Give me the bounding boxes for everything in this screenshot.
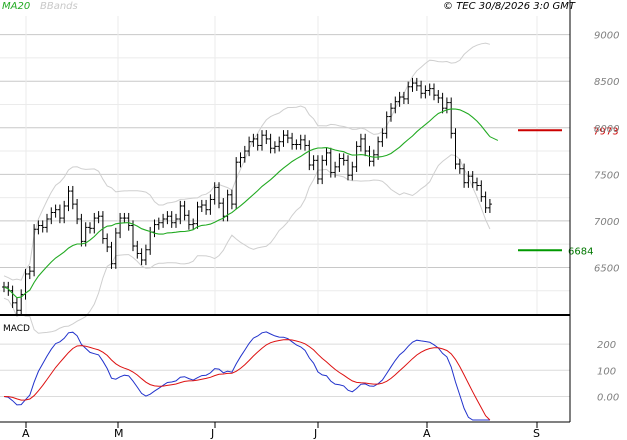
price-tick-label: 7000 [594, 217, 619, 228]
price-bars [2, 77, 492, 316]
ma20-path [3, 108, 491, 299]
macd-tick-label: 100 [597, 366, 616, 377]
macd-line [3, 331, 490, 421]
macd-tick-label: 200 [597, 340, 616, 351]
price-tick-label: 8000 [594, 124, 619, 135]
macd-tick-label: 0.00 [597, 392, 619, 403]
signal-line [3, 339, 491, 421]
month-tick-label: J [313, 427, 317, 440]
month-tick-label: A [22, 427, 30, 440]
copyright-text: © TEC 30/8/2026 3:0 GMT [443, 1, 576, 12]
support-resistance-levels: 7973 6684 [518, 126, 618, 257]
bband-lower [3, 154, 491, 334]
axis-ticks: 6500 7000 7500 8000 8500 9000 0.00 100 200 A M J J A S [22, 31, 619, 440]
resistance-label: 7973 [593, 126, 618, 137]
bband-upper [3, 42, 491, 281]
bollinger-bands [3, 42, 491, 334]
support-label: 6684 [568, 246, 593, 257]
month-tick-label: S [533, 427, 540, 440]
legend-bbands: BBands [40, 1, 78, 12]
axes-frame [0, 0, 571, 423]
price-tick-label: 6500 [594, 263, 619, 274]
legend-ma20: MA20 [2, 1, 30, 12]
price-tick-label: 9000 [594, 31, 619, 42]
month-tick-label: M [114, 427, 124, 440]
macd-panel [3, 331, 491, 421]
ma20-extension [489, 136, 499, 141]
grid-lines [0, 16, 570, 397]
macd-label: MACD [3, 324, 30, 334]
price-tick-label: 7500 [594, 170, 619, 181]
month-tick-label: J [210, 427, 214, 440]
month-tick-label: A [423, 427, 431, 440]
ma20-line [3, 108, 499, 299]
price-tick-label: 8500 [594, 77, 619, 88]
